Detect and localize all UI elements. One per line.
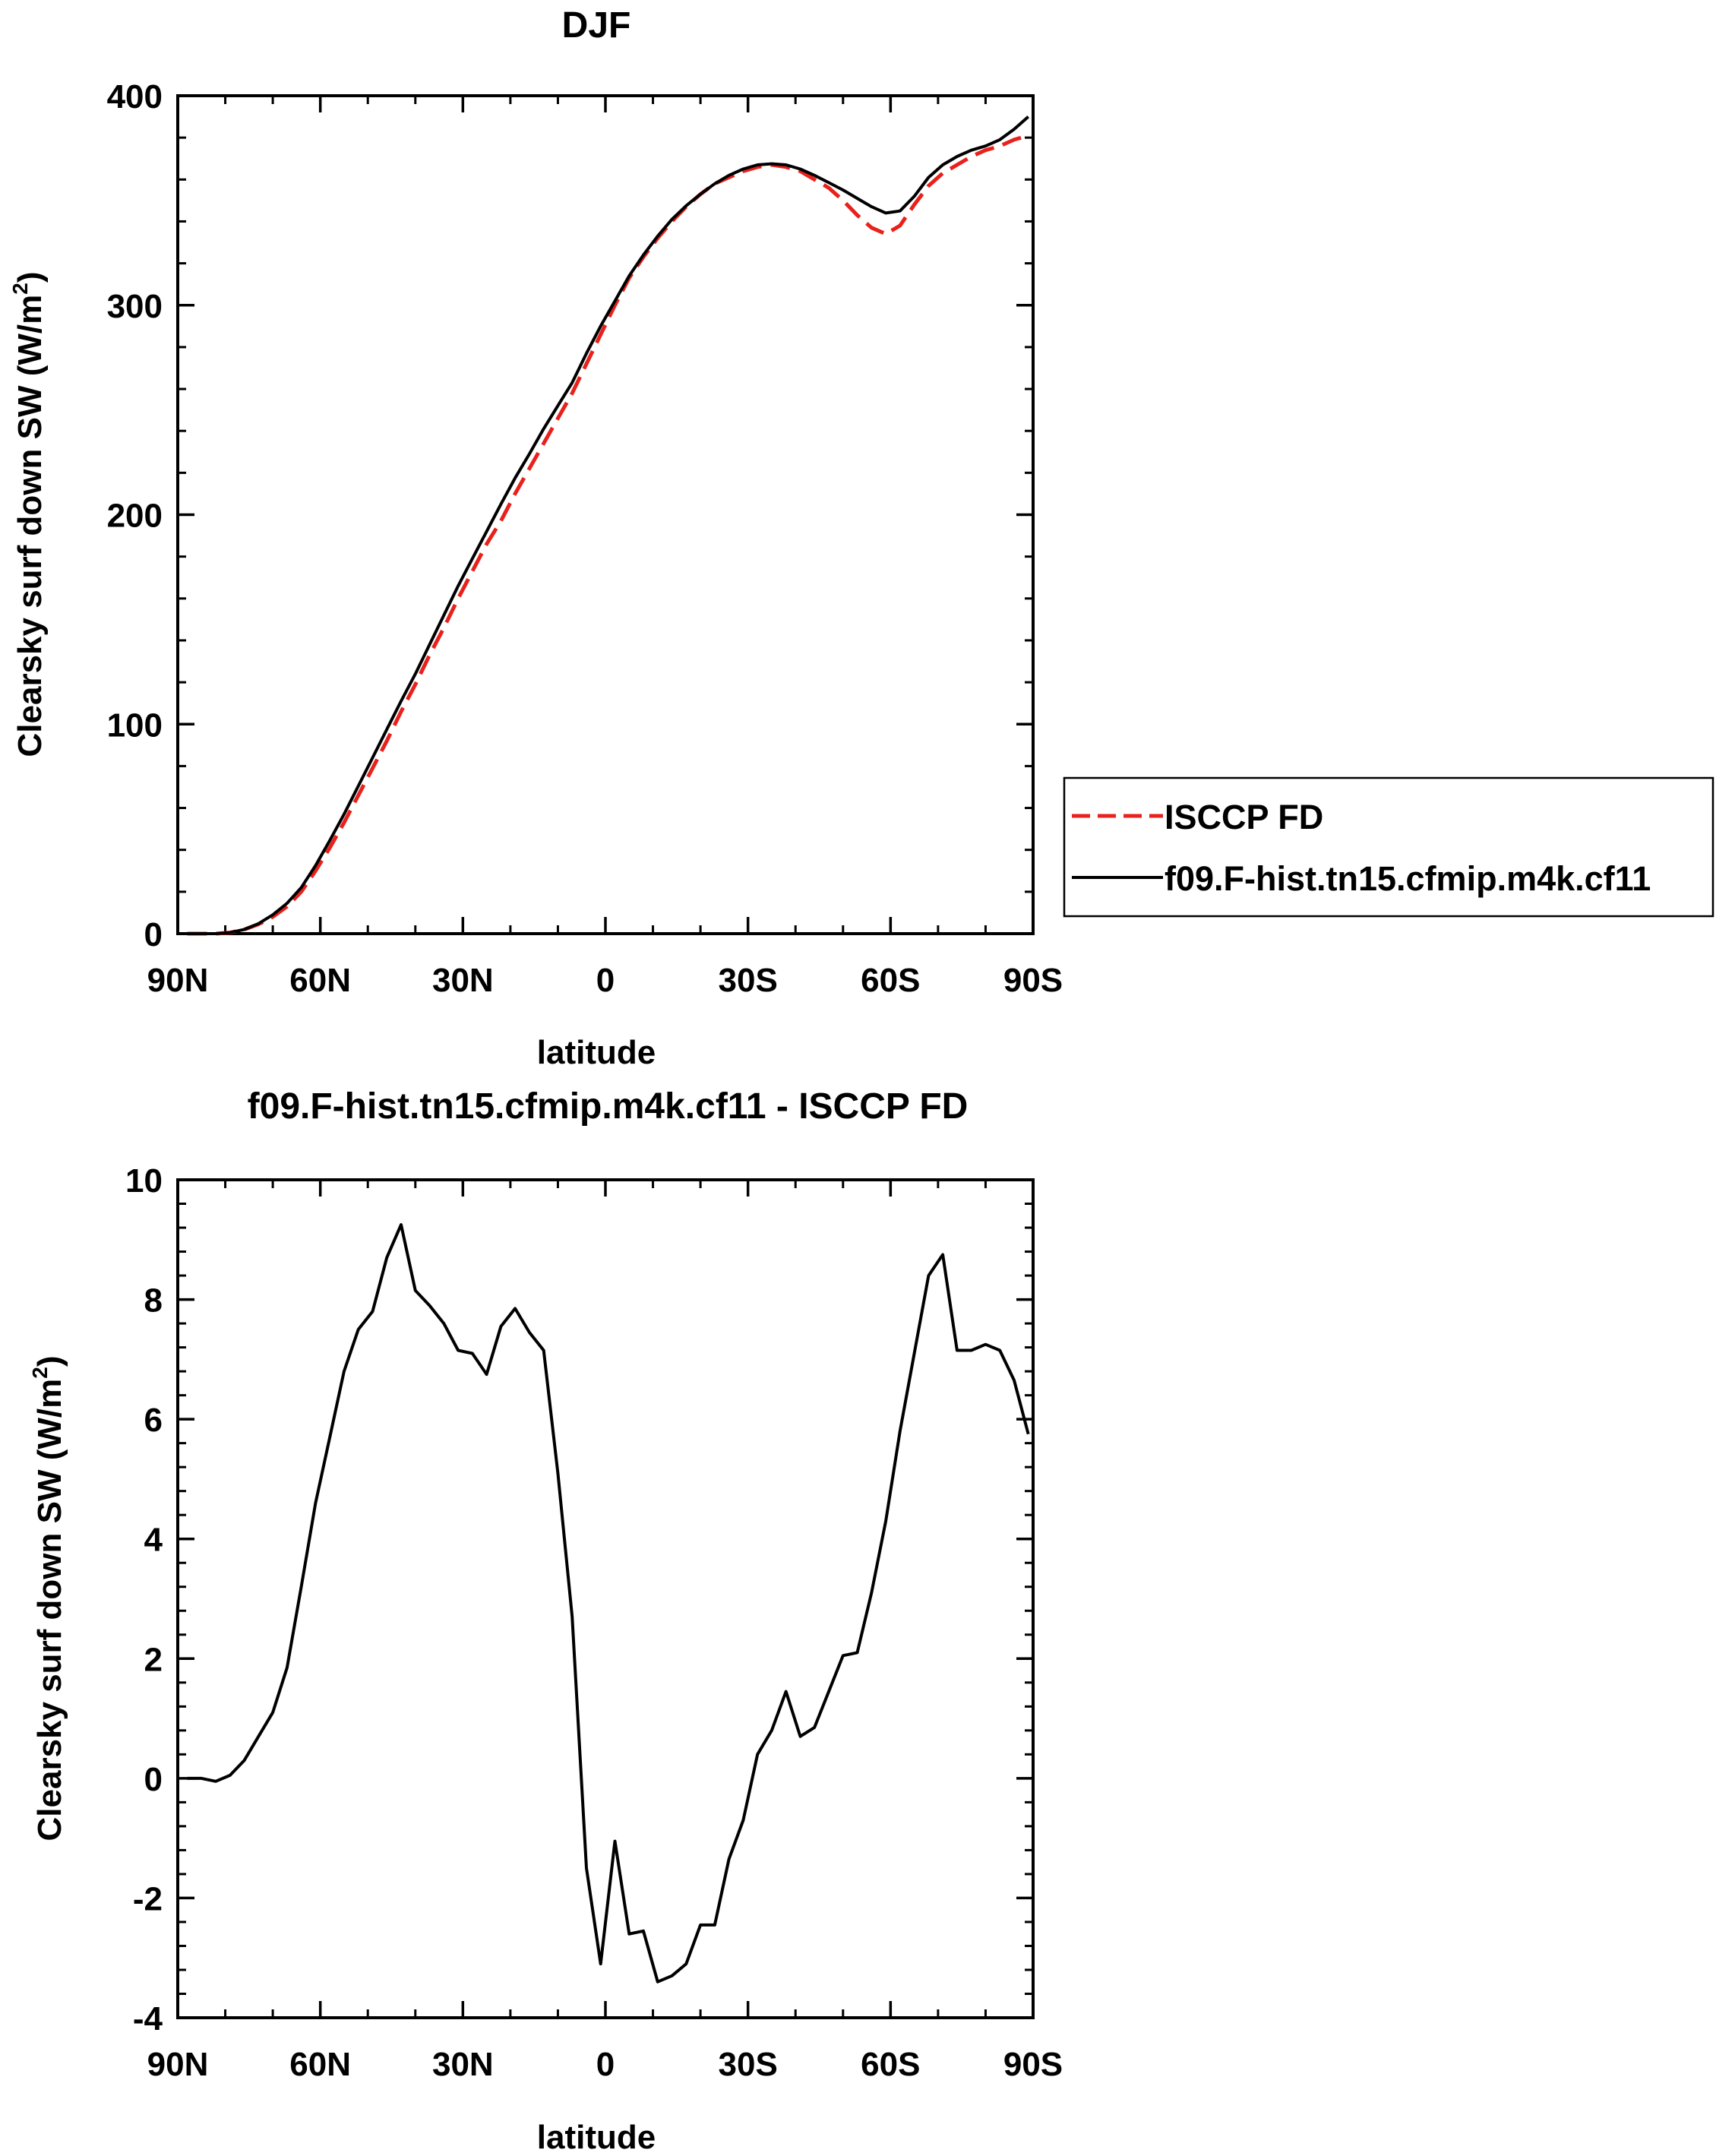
y-tick-label: 2 bbox=[144, 1641, 163, 1678]
x-tick-label: 90N bbox=[147, 962, 209, 999]
y-axis-label-tail: ) bbox=[11, 272, 49, 283]
y-tick-label: -4 bbox=[133, 2000, 163, 2037]
x-tick-label: 90S bbox=[1003, 962, 1063, 999]
x-tick-label: 90S bbox=[1003, 2046, 1063, 2083]
legend-label-model: f09.F-hist.tn15.cfmip.m4k.cf11 bbox=[1165, 859, 1651, 898]
x-tick-label: 30S bbox=[719, 2046, 778, 2083]
series-line-model bbox=[187, 115, 1030, 935]
x-axis-label: latitude bbox=[537, 1034, 656, 1071]
y-tick-label: -2 bbox=[133, 1880, 163, 1917]
y-tick-label: 100 bbox=[107, 707, 163, 744]
y-axis-ticks: -4 -2 0 2 4 6 8 10 bbox=[125, 1162, 1033, 2037]
y-tick-label: 200 bbox=[107, 498, 163, 535]
x-tick-label: 90N bbox=[147, 2046, 209, 2083]
y-axis-ticks: 0 100 200 300 400 bbox=[107, 78, 1033, 953]
y-axis-label-sup: 2 bbox=[8, 283, 32, 295]
x-tick-label: 60S bbox=[861, 2046, 920, 2083]
legend-label-isccp: ISCCP FD bbox=[1165, 798, 1323, 836]
x-axis-ticks: 90N 60N 30N 0 30S 60S 90S bbox=[147, 96, 1063, 999]
series-line-model bbox=[187, 1223, 1030, 1984]
y-tick-label: 0 bbox=[144, 916, 163, 953]
series-line-isccp bbox=[187, 134, 1029, 936]
y-tick-label: 6 bbox=[144, 1402, 163, 1439]
y-tick-label: 10 bbox=[125, 1162, 163, 1200]
series-group bbox=[187, 1223, 1030, 1984]
chart-title: DJF bbox=[562, 5, 631, 46]
x-axis-label: latitude bbox=[537, 2119, 656, 2156]
y-axis-label: Clearsky surf down SW (W/m2) bbox=[28, 1356, 68, 1841]
x-tick-label: 60N bbox=[289, 2046, 351, 2083]
y-axis-label-tail: ) bbox=[31, 1356, 68, 1367]
y-tick-label: 400 bbox=[107, 78, 163, 115]
legend-box bbox=[1063, 776, 1714, 918]
x-axis-ticks: 90N 60N 30N 0 30S 60S 90S bbox=[147, 1180, 1063, 2083]
x-tick-label: 0 bbox=[596, 2046, 615, 2083]
plot-frame bbox=[176, 1178, 1035, 2019]
chart-title: f09.F-hist.tn15.cfmip.m4k.cf11 - ISCCP F… bbox=[248, 1086, 969, 1127]
y-tick-label: 0 bbox=[144, 1761, 163, 1798]
y-axis-label-sup: 2 bbox=[28, 1367, 52, 1379]
x-tick-label: 30N bbox=[432, 2046, 494, 2083]
panel-top: DJF 90N 60N 30N 0 30S 60S 90S 0 100 200 300 400 la… bbox=[8, 5, 1063, 1071]
legend: ISCCP FD f09.F-hist.tn15.cfmip.m4k.cf11 bbox=[1063, 776, 1714, 918]
y-axis-label-main: Clearsky surf down SW (W/m bbox=[11, 295, 49, 757]
y-tick-label: 300 bbox=[107, 288, 163, 325]
y-tick-label: 8 bbox=[144, 1282, 163, 1320]
x-tick-label: 0 bbox=[596, 962, 615, 999]
x-tick-label: 30S bbox=[719, 962, 778, 999]
x-tick-label: 60N bbox=[289, 962, 351, 999]
x-tick-label: 60S bbox=[861, 962, 920, 999]
x-tick-label: 30N bbox=[432, 962, 494, 999]
series-group bbox=[187, 115, 1030, 936]
y-axis-label-main: Clearsky surf down SW (W/m bbox=[31, 1379, 68, 1841]
y-axis-label: Clearsky surf down SW (W/m2) bbox=[8, 272, 49, 757]
panel-bottom: f09.F-hist.tn15.cfmip.m4k.cf11 - ISCCP F… bbox=[28, 1086, 1063, 2156]
y-tick-label: 4 bbox=[144, 1522, 163, 1559]
